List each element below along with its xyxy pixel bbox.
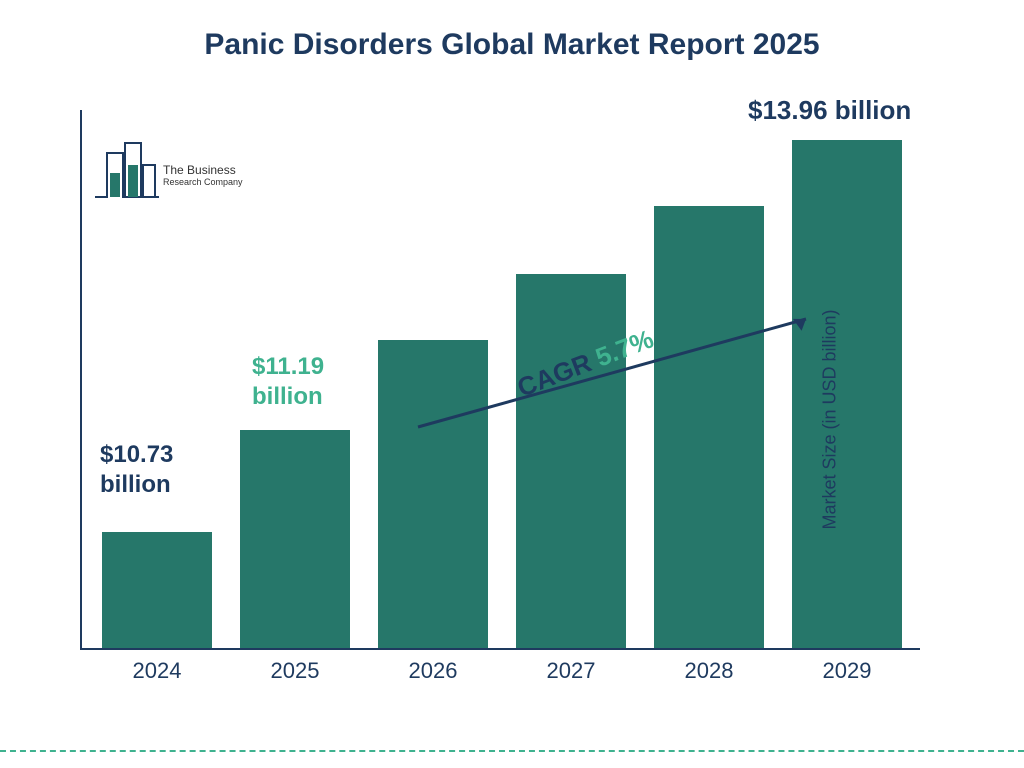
footer-divider (0, 750, 1024, 752)
x-tick-2026: 2026 (378, 658, 488, 684)
bar-chart: 2024 2025 2026 2027 2028 2029 $10.73billion $1… (80, 110, 920, 690)
x-tick-2028: 2028 (654, 658, 764, 684)
value-label-5: $13.96 billion (748, 94, 911, 127)
cagr-annotation: CAGR 5.7% (410, 305, 840, 435)
bar-2025 (240, 430, 350, 648)
chart-title: Panic Disorders Global Market Report 202… (0, 28, 1024, 62)
x-tick-2025: 2025 (240, 658, 350, 684)
bar-2024 (102, 532, 212, 648)
value-label-1: $11.19billion (252, 352, 324, 412)
y-axis-label: Market Size (in USD billion) (819, 309, 840, 529)
value-label-0: $10.73billion (100, 440, 173, 500)
x-tick-2027: 2027 (516, 658, 626, 684)
x-tick-2024: 2024 (102, 658, 212, 684)
x-tick-2029: 2029 (792, 658, 902, 684)
trend-arrow-icon (410, 305, 840, 435)
x-axis-line (80, 648, 920, 650)
